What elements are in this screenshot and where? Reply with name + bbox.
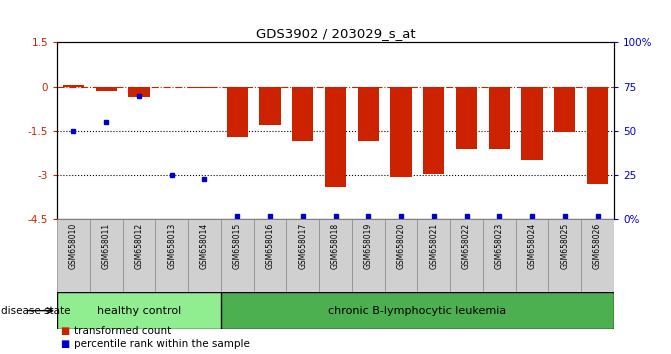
Title: GDS3902 / 203029_s_at: GDS3902 / 203029_s_at: [256, 27, 415, 40]
Bar: [57, 219, 90, 292]
Bar: [194, 87, 215, 88]
Bar: [417, 219, 450, 292]
Text: GSM658010: GSM658010: [69, 223, 78, 269]
Bar: [358, 87, 379, 141]
Text: percentile rank within the sample: percentile rank within the sample: [74, 339, 250, 349]
Bar: [128, 87, 150, 97]
Bar: [581, 219, 614, 292]
Bar: [254, 219, 287, 292]
Bar: [292, 87, 313, 141]
Bar: [548, 219, 581, 292]
Text: transformed count: transformed count: [74, 326, 171, 336]
Bar: [384, 219, 417, 292]
Bar: [488, 87, 510, 149]
Bar: [554, 87, 576, 132]
Text: ■: ■: [60, 339, 70, 349]
Bar: [516, 219, 548, 292]
Bar: [423, 87, 444, 174]
Text: GSM658015: GSM658015: [233, 223, 242, 269]
Text: GSM658026: GSM658026: [593, 223, 602, 269]
Text: GSM658012: GSM658012: [134, 223, 144, 269]
Bar: [155, 219, 188, 292]
Text: GSM658016: GSM658016: [266, 223, 274, 269]
Text: GSM658013: GSM658013: [167, 223, 176, 269]
Bar: [259, 87, 280, 125]
Text: GSM658014: GSM658014: [200, 223, 209, 269]
Text: chronic B-lymphocytic leukemia: chronic B-lymphocytic leukemia: [328, 306, 507, 316]
Text: disease state: disease state: [1, 306, 71, 316]
Bar: [483, 219, 516, 292]
Text: GSM658022: GSM658022: [462, 223, 471, 269]
Bar: [90, 219, 123, 292]
Text: ■: ■: [60, 326, 70, 336]
Bar: [450, 219, 483, 292]
Bar: [57, 292, 221, 329]
Bar: [123, 219, 155, 292]
Bar: [188, 219, 221, 292]
Bar: [63, 85, 84, 87]
Bar: [287, 219, 319, 292]
Bar: [521, 87, 543, 160]
Bar: [319, 219, 352, 292]
Bar: [221, 292, 614, 329]
Text: GSM658020: GSM658020: [397, 223, 405, 269]
Text: healthy control: healthy control: [97, 306, 181, 316]
Bar: [227, 87, 248, 137]
Text: GSM658018: GSM658018: [331, 223, 340, 269]
Bar: [95, 87, 117, 91]
Bar: [456, 87, 477, 149]
Text: GSM658021: GSM658021: [429, 223, 438, 269]
Text: GSM658017: GSM658017: [298, 223, 307, 269]
Text: GSM658011: GSM658011: [102, 223, 111, 269]
Bar: [325, 87, 346, 187]
Text: GSM658024: GSM658024: [527, 223, 537, 269]
Bar: [352, 219, 384, 292]
Bar: [221, 219, 254, 292]
Text: GSM658025: GSM658025: [560, 223, 569, 269]
Bar: [391, 87, 412, 177]
Text: GSM658019: GSM658019: [364, 223, 373, 269]
Text: GSM658023: GSM658023: [495, 223, 504, 269]
Bar: [587, 87, 608, 184]
